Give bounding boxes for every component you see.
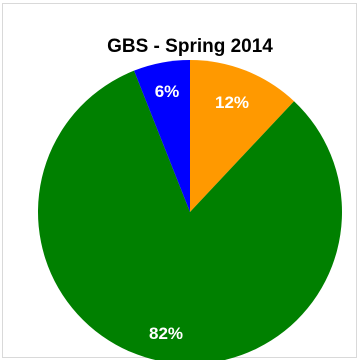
slice-label: 6% — [155, 82, 180, 101]
pie-slice-82pct — [38, 70, 342, 360]
chart-title: GBS - Spring 2014 — [107, 36, 273, 57]
slice-label: 12% — [215, 93, 249, 112]
pie-slice-6pct — [134, 60, 190, 212]
pie-slices — [38, 60, 342, 360]
slice-label: 82% — [149, 324, 183, 343]
pie-slice-12pct — [190, 60, 295, 212]
pie-labels: 12% 82% 6% — [149, 82, 249, 343]
